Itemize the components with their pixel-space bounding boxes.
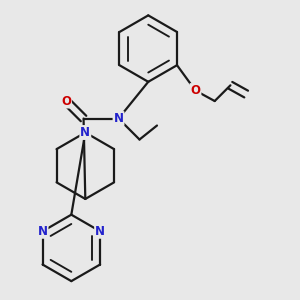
Text: N: N xyxy=(113,112,124,125)
Text: N: N xyxy=(95,225,105,238)
Text: N: N xyxy=(38,225,48,238)
Text: O: O xyxy=(61,94,71,107)
Text: O: O xyxy=(190,84,200,97)
Text: N: N xyxy=(80,126,90,139)
